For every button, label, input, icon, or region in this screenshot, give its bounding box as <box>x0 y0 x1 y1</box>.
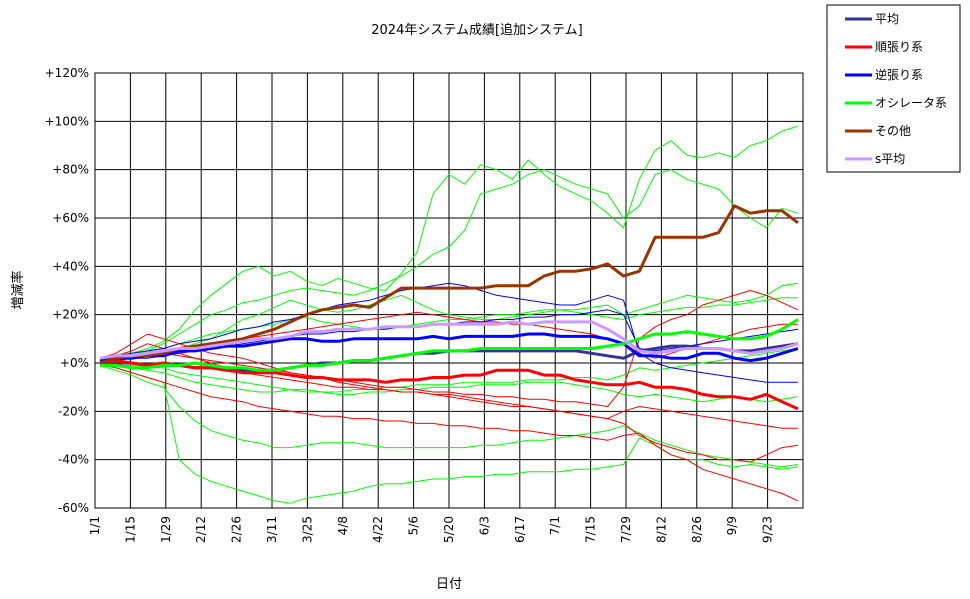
y-tick-label: +120% <box>45 66 89 80</box>
x-tick-label: 5/6 <box>407 516 421 535</box>
component-line-12 <box>99 297 798 359</box>
component-line-6 <box>99 125 799 364</box>
x-tick-label: 1/1 <box>88 516 102 535</box>
x-tick-label: 5/20 <box>442 516 456 543</box>
component-line-15 <box>99 343 799 463</box>
series-line-3 <box>100 318 799 372</box>
x-tick-label: 6/3 <box>477 516 491 535</box>
x-tick-label: 8/26 <box>690 516 704 543</box>
component-line-9 <box>99 364 799 468</box>
y-tick-label: +60% <box>52 211 89 225</box>
series-line-2 <box>99 332 799 363</box>
component-line-10 <box>99 282 799 362</box>
component-line-14 <box>99 362 799 502</box>
x-tick-label: 7/29 <box>619 516 633 543</box>
legend-label: s平均 <box>875 152 905 166</box>
legend-label: その他 <box>875 124 911 138</box>
component-line-16 <box>99 290 799 407</box>
y-tick-label: +20% <box>52 308 89 322</box>
y-tick-label: -20% <box>58 404 89 418</box>
y-axis-ticks: +120% +100% +80% +60% +40% +20% +0% -20% -40% -60… <box>45 66 89 515</box>
series-line-5 <box>99 320 799 360</box>
x-axis-ticks: 1/1 1/15 1/29 2/12 2/26 3/11 3/25 4/8 4/22 5/6 5/2… <box>88 516 775 543</box>
x-tick-label: 6/17 <box>513 516 527 543</box>
component-line-8 <box>99 169 799 364</box>
x-tick-label: 9/23 <box>761 516 775 543</box>
x-tick-label: 9/9 <box>725 516 739 535</box>
legend-label: オシレータ系 <box>875 96 947 110</box>
x-tick-label: 8/12 <box>654 516 668 543</box>
legend-label: 順張り系 <box>875 40 923 54</box>
y-tick-label: -60% <box>58 501 89 515</box>
y-axis-label: 増減率 <box>10 270 26 309</box>
component-line-13 <box>99 362 799 403</box>
x-tick-label: 4/22 <box>371 516 385 543</box>
series-lines <box>99 125 799 504</box>
x-tick-label: 1/15 <box>123 516 137 543</box>
grid-lines <box>95 72 803 509</box>
x-tick-label: 4/8 <box>336 516 350 535</box>
series-line-4 <box>99 204 799 365</box>
x-tick-label: 3/25 <box>300 516 314 543</box>
x-tick-label: 7/1 <box>548 516 562 535</box>
x-axis-label: 日付 <box>436 577 462 592</box>
component-line-11 <box>99 348 799 393</box>
y-tick-label: +80% <box>52 163 89 177</box>
y-tick-label: +0% <box>60 356 89 370</box>
legend-label: 逆張り系 <box>875 67 923 82</box>
legend-box <box>826 4 961 173</box>
x-tick-label: 2/26 <box>230 516 244 543</box>
x-tick-label: 3/11 <box>265 516 279 543</box>
y-tick-label: +100% <box>45 114 89 128</box>
series-line-1 <box>99 359 799 411</box>
x-tick-label: 7/15 <box>584 516 598 543</box>
x-tick-label: 2/12 <box>194 516 208 543</box>
y-tick-label: +40% <box>52 259 89 273</box>
chart-title: 2024年システム成績[追加システム] <box>371 22 582 38</box>
component-line-17 <box>99 333 798 429</box>
x-tick-label: 1/29 <box>159 516 173 543</box>
y-tick-label: -40% <box>58 453 89 467</box>
component-line-19 <box>99 282 798 383</box>
legend-label: 平均 <box>875 12 899 26</box>
